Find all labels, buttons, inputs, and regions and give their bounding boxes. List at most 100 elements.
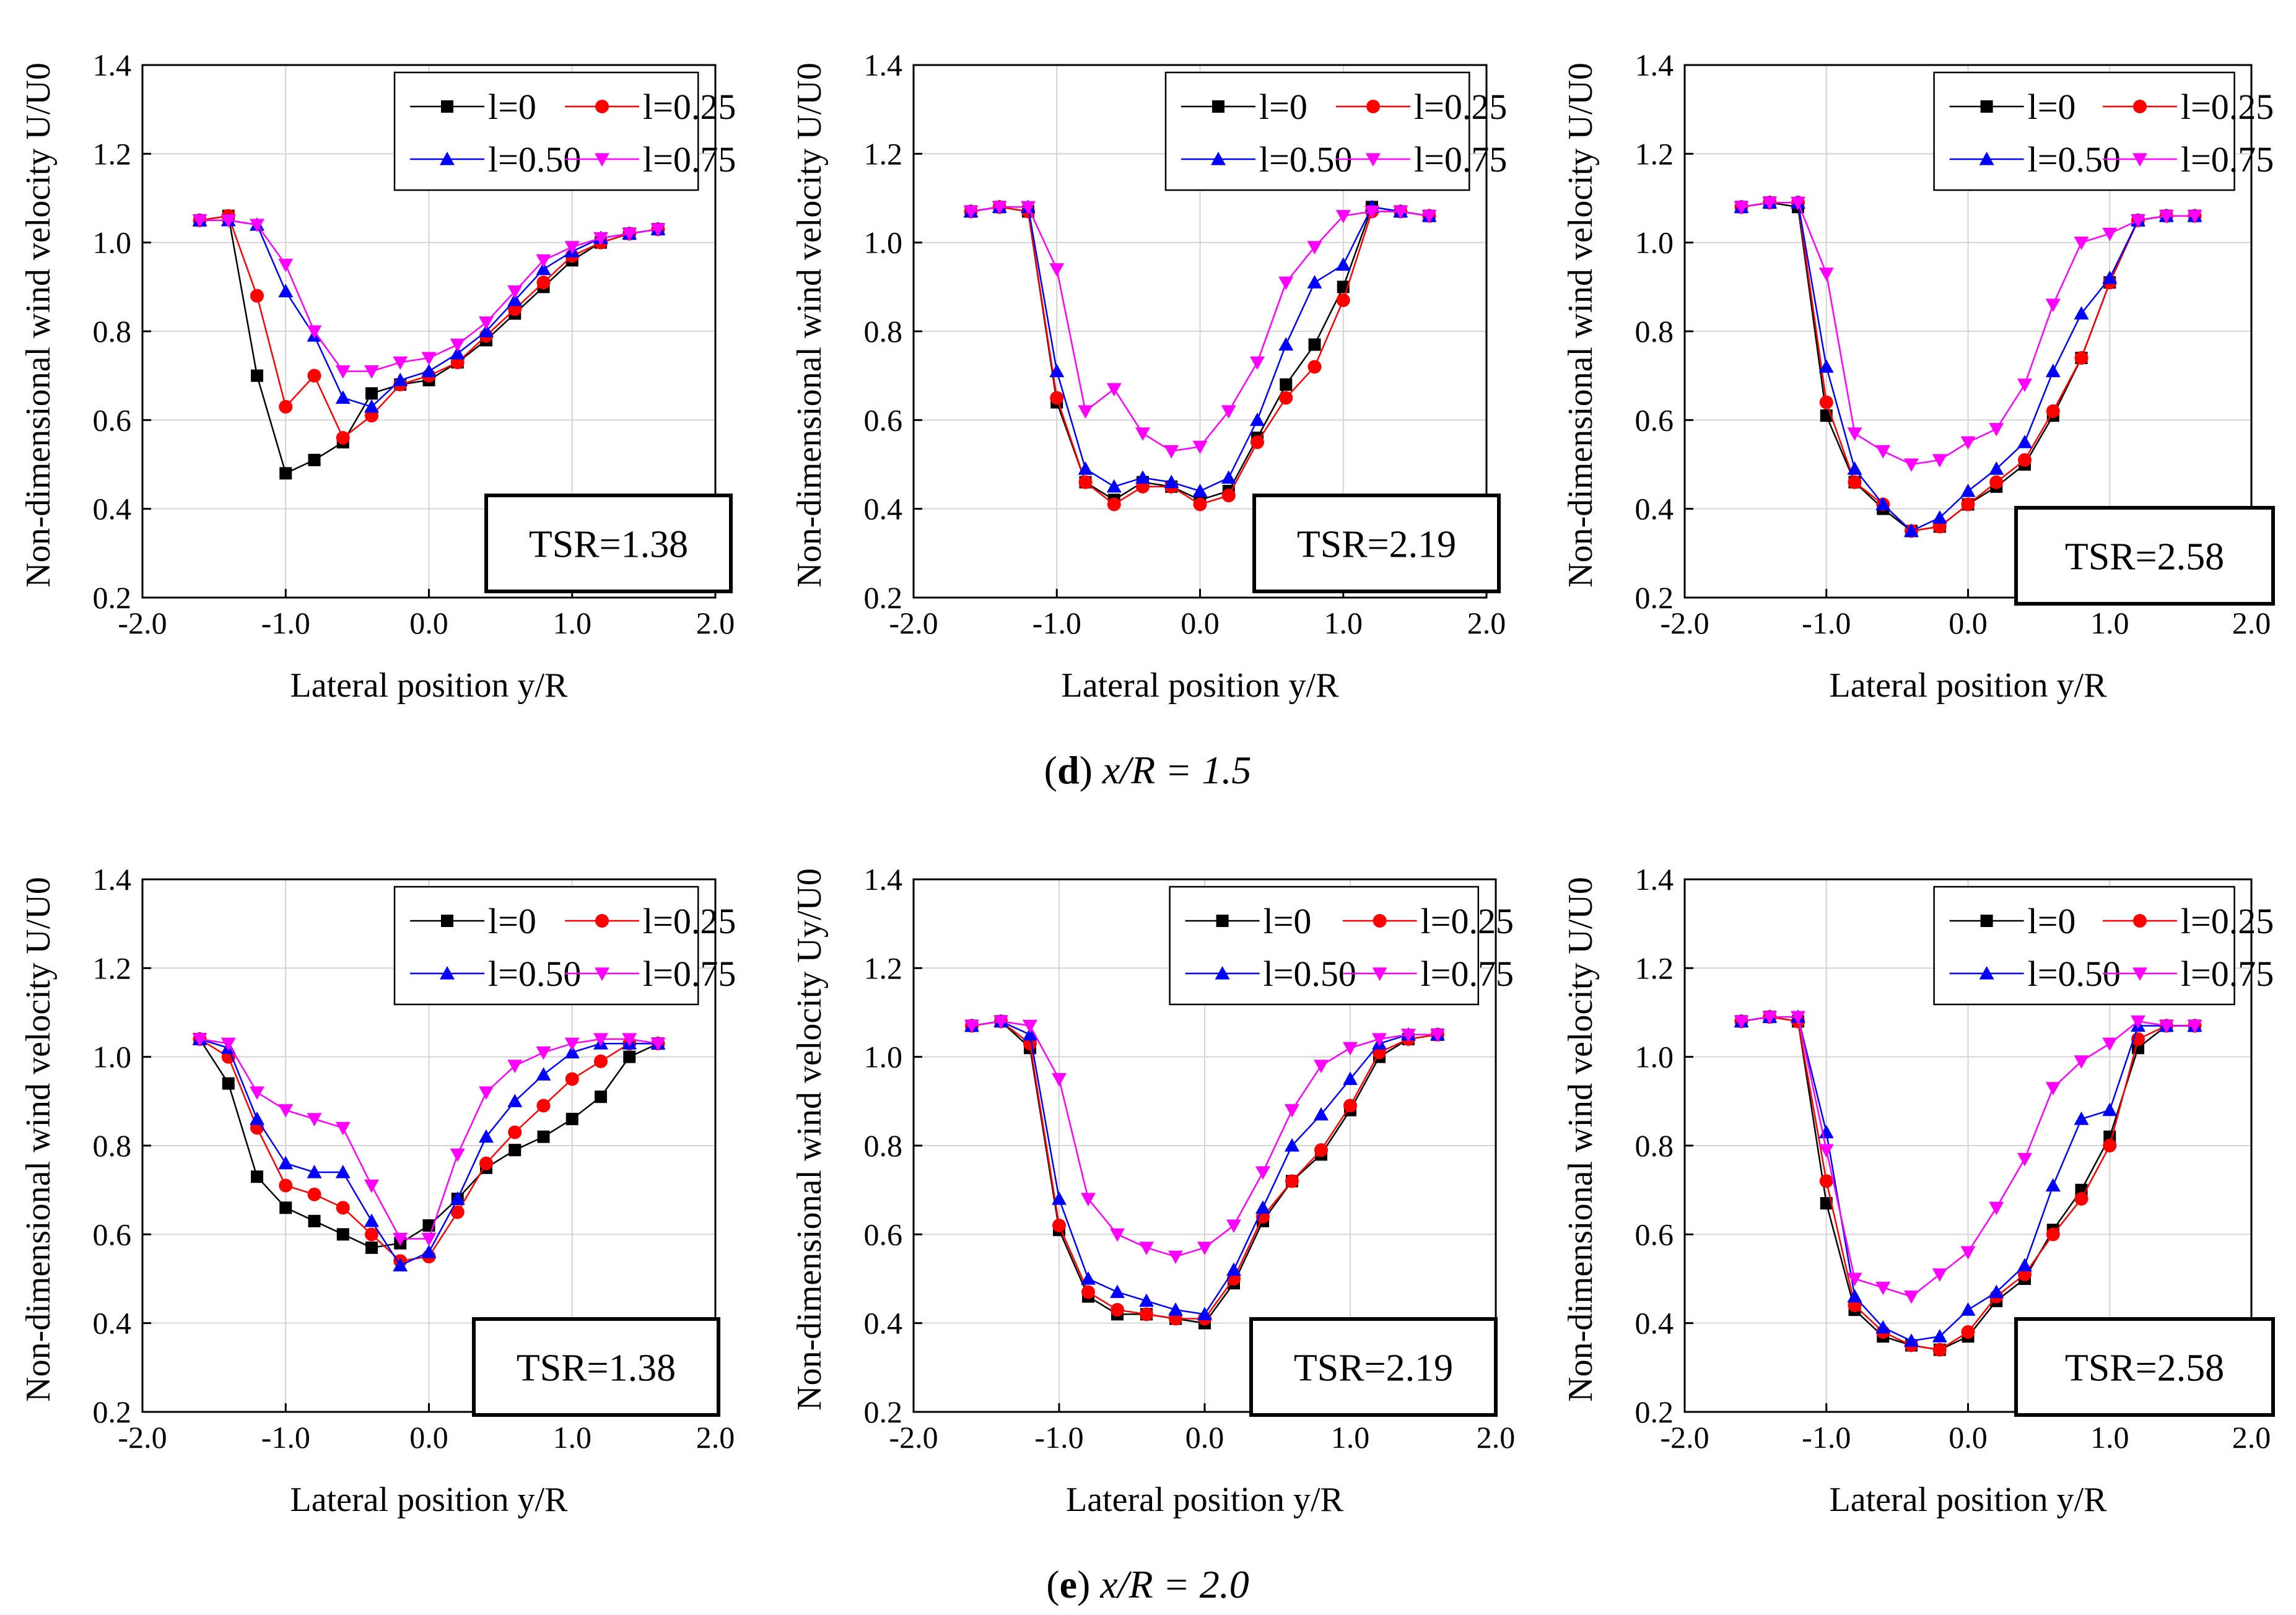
data-point (1791, 196, 1805, 211)
caption-d-letter: d (1057, 748, 1080, 792)
data-point (1314, 1060, 1329, 1073)
tsr-box (472, 1317, 720, 1417)
x-tick-label: 1.0 (2090, 606, 2129, 640)
x-tick-label: 0.0 (409, 1420, 448, 1455)
x-tick-label: -1.0 (1032, 606, 1081, 640)
data-point (1314, 1143, 1328, 1157)
tsr-box (2014, 1317, 2275, 1417)
data-point (421, 1245, 437, 1258)
data-point (1255, 1200, 1270, 1214)
data-point (251, 369, 263, 382)
data-point (1904, 523, 1919, 538)
y-tick-label: 0.8 (864, 314, 903, 349)
data-point (1819, 395, 1833, 409)
data-point (1820, 1197, 1833, 1210)
x-tick-label: 2.0 (696, 606, 735, 640)
y-tick-label: 1.0 (93, 1040, 132, 1074)
data-point (335, 1121, 351, 1136)
data-point (1226, 1262, 1241, 1276)
legend-marker (440, 152, 455, 165)
legend-marker (2132, 100, 2147, 113)
tsr-annotation: TSR=2.58 (2014, 506, 2275, 606)
data-point (1932, 1329, 1947, 1343)
legend-label: l=0 (488, 901, 536, 941)
legend-label: l=0.25 (2181, 87, 2274, 127)
legend-marker (1366, 100, 1381, 113)
data-point (1393, 205, 1408, 219)
data-point (1078, 475, 1093, 489)
data-point (1251, 435, 1264, 450)
data-point (279, 1178, 293, 1193)
data-point (2187, 210, 2202, 224)
y-axis-title: Non-dimensional wind velocity U/U0 (1561, 63, 1600, 588)
x-tick-label: -1.0 (261, 1420, 310, 1455)
legend-marker (1215, 966, 1230, 980)
y-tick-label: 1.4 (93, 862, 132, 897)
data-point (2074, 351, 2089, 365)
chart-panels: -2.0 -1.0 0.0 1.0 2.0 0.2 0.4 0.6 0.8 1.0 1.2 1.4 La… (19, 48, 2275, 1519)
data-point (307, 325, 322, 339)
data-point (2102, 1102, 2118, 1117)
y-tick-label: 0.6 (1635, 1217, 1674, 1252)
data-point (192, 214, 207, 228)
legend-marker (595, 100, 609, 113)
x-tick-label: -2.0 (118, 606, 167, 640)
tsr-label: TSR=2.19 (1297, 524, 1456, 566)
y-tick-label: 1.4 (93, 48, 132, 82)
y-tick-label: 0.2 (93, 1395, 132, 1429)
x-tick-label: 0.0 (1185, 1420, 1224, 1455)
legend-label: l=0.75 (2181, 139, 2274, 180)
data-point (1081, 1271, 1096, 1285)
legend-box (1169, 886, 1480, 1006)
data-point (1139, 1242, 1154, 1255)
data-point (307, 368, 321, 383)
data-point (507, 1094, 523, 1107)
data-point (536, 1099, 551, 1113)
data-point (1052, 1073, 1067, 1087)
data-point (1081, 1285, 1095, 1299)
data-point (2074, 237, 2089, 250)
data-point (1192, 440, 1208, 455)
data-point (593, 232, 608, 246)
data-point (279, 1201, 292, 1214)
data-point (1307, 275, 1322, 289)
legend-label: l=0.25 (643, 901, 736, 941)
data-point (2017, 435, 2032, 448)
data-point (1430, 1029, 1445, 1042)
data-point (1307, 241, 1322, 255)
tsr-box (1252, 494, 1501, 593)
y-tick-label: 1.4 (864, 862, 903, 897)
data-point (450, 1205, 465, 1219)
data-point (564, 241, 580, 255)
data-point (1279, 391, 1293, 405)
legend-label: l=0 (1264, 901, 1312, 941)
x-tick-label: -2.0 (1660, 606, 1709, 640)
data-point (2074, 1112, 2089, 1125)
y-tick-label: 0.4 (1635, 492, 1674, 526)
tsr-annotation: TSR=2.58 (2014, 1317, 2275, 1417)
data-point (2046, 404, 2060, 418)
data-point (623, 1050, 636, 1063)
legend-label: l=0.25 (1414, 87, 1507, 127)
legend-label: l=0.25 (1421, 901, 1514, 941)
x-axis-title: Lateral position y/R (1830, 1481, 2108, 1519)
y-tick-label: 0.4 (1635, 1306, 1674, 1341)
data-point (1762, 196, 1778, 211)
data-point (507, 285, 523, 299)
data-point (450, 338, 465, 352)
legend: l=0 l=0.25 l=0.50 l=0.75 (1169, 886, 1514, 1006)
data-point (565, 1072, 579, 1086)
y-tick-label: 0.4 (864, 492, 903, 526)
data-point (2046, 1227, 2060, 1242)
data-point (536, 276, 551, 290)
y-tick-label: 0.2 (1635, 1395, 1674, 1429)
data-point (1050, 391, 1064, 405)
x-tick-label: 2.0 (1477, 1420, 1516, 1455)
data-point (307, 1165, 322, 1178)
data-point (1904, 458, 1919, 472)
data-point (336, 1228, 349, 1241)
data-point (335, 365, 351, 379)
data-point (1847, 1273, 1862, 1286)
data-point (650, 1037, 666, 1051)
data-point (1285, 1174, 1299, 1188)
